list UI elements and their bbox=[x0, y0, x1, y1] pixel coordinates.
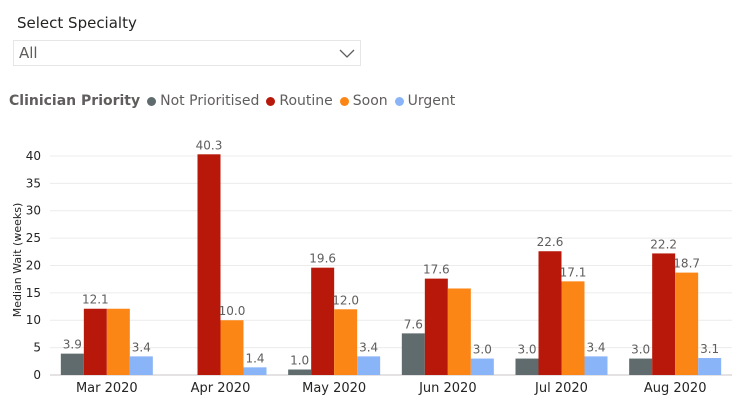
bar bbox=[83, 308, 107, 375]
x-tick-label: Jul 2020 bbox=[534, 381, 588, 396]
dropdown-selected-value: All bbox=[19, 44, 38, 62]
chevron-down-icon[interactable] bbox=[339, 45, 355, 61]
bar bbox=[515, 358, 539, 375]
legend: Clinician Priority Not Prioritised Routi… bbox=[9, 92, 462, 110]
x-tick-label: Jun 2020 bbox=[418, 381, 477, 396]
data-label: 3.4 bbox=[132, 340, 151, 354]
legend-label-not-prioritised: Not Prioritised bbox=[160, 93, 260, 109]
y-tick-label: 35 bbox=[26, 176, 41, 190]
bar bbox=[243, 367, 267, 375]
data-label: 3.4 bbox=[359, 340, 378, 354]
y-tick-label: 40 bbox=[26, 149, 41, 163]
bar bbox=[401, 333, 425, 375]
bar bbox=[629, 358, 653, 375]
bar bbox=[357, 356, 381, 375]
bar bbox=[220, 320, 244, 375]
data-label: 17.1 bbox=[560, 265, 587, 279]
data-label: 17.6 bbox=[423, 263, 450, 277]
data-label: 22.6 bbox=[537, 235, 564, 249]
legend-item-soon[interactable]: Soon bbox=[339, 93, 388, 109]
legend-label-urgent: Urgent bbox=[407, 93, 456, 109]
bar bbox=[334, 309, 358, 375]
data-label: 3.0 bbox=[473, 343, 492, 357]
legend-item-routine[interactable]: Routine bbox=[266, 93, 333, 109]
data-label: 19.6 bbox=[309, 252, 336, 266]
data-label: 12.1 bbox=[82, 293, 109, 307]
x-tick-label: May 2020 bbox=[302, 381, 366, 396]
y-tick-label: 20 bbox=[26, 258, 41, 272]
data-label: 3.1 bbox=[700, 342, 719, 356]
bar bbox=[652, 253, 676, 375]
legend-item-not-prioritised[interactable]: Not Prioritised bbox=[147, 93, 259, 109]
y-tick-label: 0 bbox=[33, 368, 41, 382]
bar bbox=[698, 358, 722, 375]
legend-dot-routine bbox=[266, 96, 276, 106]
data-label: 3.0 bbox=[517, 343, 536, 357]
bar bbox=[447, 288, 471, 375]
data-label: 1.4 bbox=[245, 351, 264, 365]
bar bbox=[106, 308, 130, 375]
y-tick-label: 10 bbox=[26, 313, 41, 327]
bar bbox=[197, 154, 221, 375]
y-tick-label: 5 bbox=[33, 341, 41, 355]
legend-label-soon: Soon bbox=[352, 93, 388, 109]
legend-dot-urgent bbox=[394, 96, 404, 106]
legend-label-routine: Routine bbox=[279, 93, 333, 109]
bar bbox=[538, 251, 562, 375]
bar bbox=[584, 356, 608, 375]
y-tick-label: 25 bbox=[26, 231, 41, 245]
data-label: 7.6 bbox=[404, 317, 423, 331]
bar bbox=[129, 356, 153, 375]
x-tick-label: Apr 2020 bbox=[191, 381, 251, 396]
data-label: 22.2 bbox=[650, 237, 677, 251]
slicer-title: Select Specialty bbox=[17, 14, 137, 32]
y-tick-label: 30 bbox=[26, 204, 41, 218]
bar bbox=[60, 353, 84, 375]
data-label: 1.0 bbox=[290, 354, 309, 368]
specialty-dropdown[interactable]: All bbox=[13, 40, 361, 66]
legend-dot-soon bbox=[339, 96, 349, 106]
legend-dot-not-prioritised bbox=[147, 96, 157, 106]
legend-title: Clinician Priority bbox=[9, 93, 141, 109]
legend-item-urgent[interactable]: Urgent bbox=[394, 93, 456, 109]
data-label: 3.4 bbox=[586, 340, 605, 354]
y-axis-label: Median Wait (weeks) bbox=[11, 203, 24, 318]
bar bbox=[311, 267, 335, 375]
data-label: 40.3 bbox=[196, 138, 223, 152]
bar bbox=[288, 369, 312, 375]
x-tick-label: Aug 2020 bbox=[644, 381, 707, 396]
data-label: 12.0 bbox=[332, 293, 359, 307]
bar bbox=[470, 358, 494, 375]
x-tick-label: Mar 2020 bbox=[76, 381, 138, 396]
data-label: 3.0 bbox=[631, 343, 650, 357]
data-label: 18.7 bbox=[673, 257, 700, 271]
bar bbox=[675, 272, 699, 375]
bar bbox=[561, 281, 585, 375]
y-tick-label: 15 bbox=[26, 286, 41, 300]
data-label: 10.0 bbox=[219, 304, 246, 318]
bar-chart: 0 5 10 15 20 25 30 35 40 Median Wait (weeks) 3.9 12… bbox=[11, 138, 732, 396]
bar bbox=[424, 278, 448, 375]
data-label: 3.9 bbox=[63, 338, 82, 352]
